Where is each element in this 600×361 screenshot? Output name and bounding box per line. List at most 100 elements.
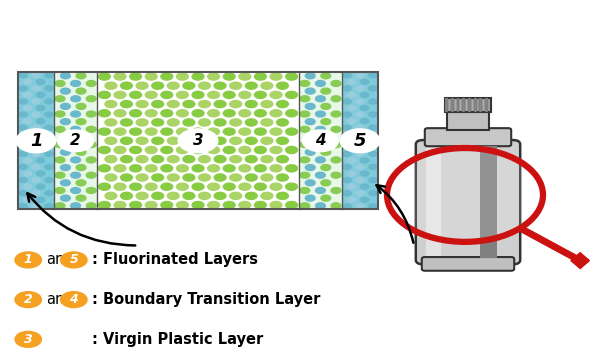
Circle shape [19, 165, 27, 170]
Circle shape [270, 183, 282, 190]
Circle shape [45, 73, 53, 78]
Circle shape [261, 156, 273, 163]
Circle shape [130, 91, 142, 99]
Circle shape [105, 82, 117, 89]
Circle shape [208, 183, 220, 190]
Circle shape [331, 96, 341, 102]
Circle shape [300, 111, 310, 117]
Circle shape [223, 91, 235, 99]
Circle shape [23, 119, 32, 124]
Circle shape [192, 73, 204, 80]
Bar [480, 146, 497, 258]
Circle shape [71, 203, 80, 209]
Circle shape [161, 110, 173, 117]
Circle shape [347, 158, 356, 163]
Circle shape [199, 192, 211, 199]
Circle shape [98, 201, 110, 209]
Circle shape [71, 96, 80, 102]
Circle shape [369, 125, 377, 130]
Circle shape [270, 110, 282, 117]
Circle shape [199, 156, 211, 163]
Circle shape [347, 92, 356, 97]
Circle shape [114, 183, 126, 190]
Circle shape [347, 132, 356, 137]
Text: : Virgin Plastic Layer: : Virgin Plastic Layer [92, 332, 263, 347]
Circle shape [71, 126, 80, 132]
Bar [97, 72, 299, 209]
Circle shape [114, 201, 126, 209]
Bar [299, 72, 342, 209]
Circle shape [45, 138, 53, 143]
Circle shape [145, 128, 157, 135]
Circle shape [130, 110, 142, 117]
Circle shape [136, 100, 148, 108]
Circle shape [105, 100, 117, 108]
Circle shape [223, 73, 235, 80]
Circle shape [261, 82, 273, 89]
Circle shape [136, 82, 148, 89]
Circle shape [19, 151, 27, 156]
Circle shape [361, 158, 369, 163]
Circle shape [98, 91, 110, 99]
Circle shape [356, 73, 364, 78]
Circle shape [15, 331, 41, 347]
Circle shape [55, 157, 65, 163]
Circle shape [183, 137, 195, 144]
Circle shape [223, 147, 235, 153]
Circle shape [208, 165, 220, 172]
Circle shape [300, 203, 310, 209]
Circle shape [114, 73, 126, 80]
Circle shape [230, 192, 242, 199]
Circle shape [176, 110, 188, 117]
Circle shape [61, 73, 70, 79]
Bar [445, 98, 448, 112]
Circle shape [356, 112, 364, 117]
Circle shape [316, 172, 325, 178]
Circle shape [208, 73, 220, 80]
Circle shape [245, 119, 257, 126]
Circle shape [356, 204, 364, 209]
Circle shape [300, 96, 310, 102]
Circle shape [23, 184, 32, 189]
Circle shape [37, 184, 45, 189]
Circle shape [61, 119, 70, 125]
Circle shape [361, 119, 369, 124]
Circle shape [152, 82, 164, 89]
Circle shape [245, 156, 257, 163]
Circle shape [343, 99, 351, 104]
Circle shape [245, 100, 257, 108]
Circle shape [369, 112, 377, 117]
Circle shape [76, 73, 86, 79]
Circle shape [32, 165, 40, 170]
Circle shape [343, 73, 351, 78]
Circle shape [121, 137, 133, 144]
Circle shape [331, 203, 341, 209]
Circle shape [23, 79, 32, 84]
Circle shape [223, 110, 235, 117]
Circle shape [55, 81, 65, 86]
Circle shape [167, 137, 179, 144]
Circle shape [183, 156, 195, 163]
Circle shape [71, 157, 80, 163]
Circle shape [167, 100, 179, 108]
Circle shape [86, 142, 96, 148]
Circle shape [277, 82, 289, 89]
Circle shape [167, 156, 179, 163]
Circle shape [347, 171, 356, 176]
Circle shape [343, 178, 351, 183]
Circle shape [161, 128, 173, 135]
Circle shape [214, 119, 226, 126]
Bar [474, 98, 476, 112]
Circle shape [347, 79, 356, 84]
Circle shape [86, 172, 96, 178]
Circle shape [300, 172, 310, 178]
Circle shape [136, 137, 148, 144]
Circle shape [15, 252, 41, 268]
Circle shape [254, 110, 266, 117]
Circle shape [114, 91, 126, 99]
Circle shape [161, 91, 173, 99]
Circle shape [61, 134, 70, 140]
Circle shape [286, 201, 298, 209]
Circle shape [356, 99, 364, 104]
Circle shape [347, 184, 356, 189]
